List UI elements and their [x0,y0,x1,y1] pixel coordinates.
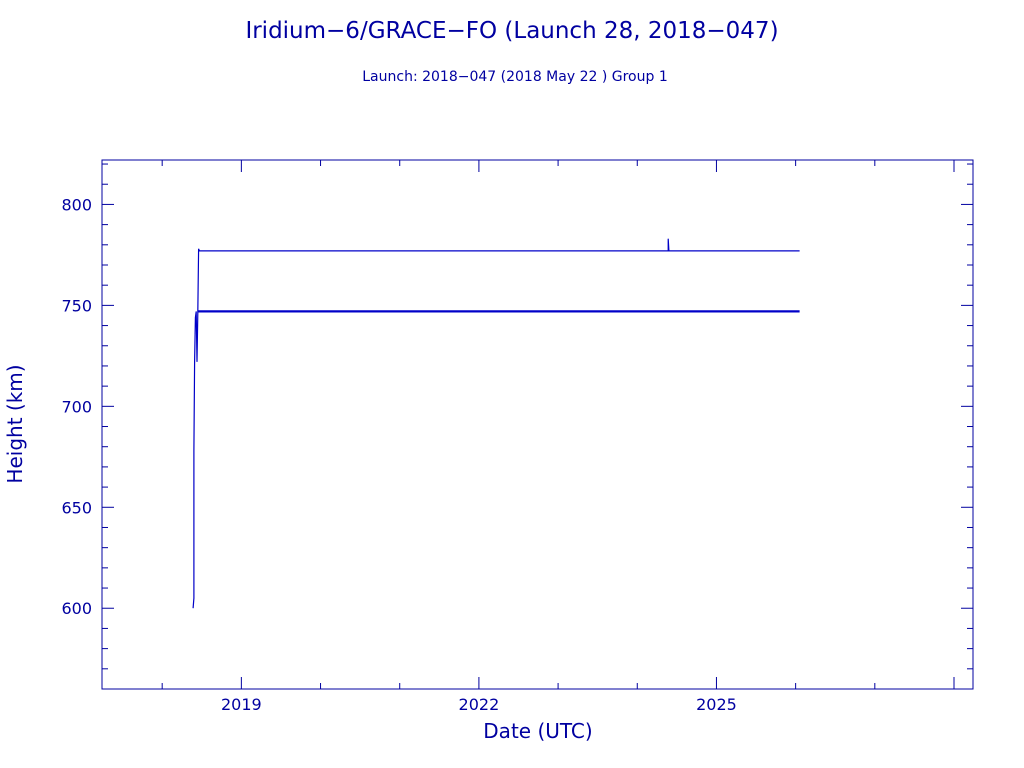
y-tick-label: 700 [61,397,92,416]
axis-tick-labels: 600 650 700 750 800 2019 2022 2025 [61,195,736,714]
y-tick-label: 600 [61,599,92,618]
y-tick-label: 650 [61,498,92,517]
axis-ticks [102,160,973,689]
y-tick-label: 750 [61,296,92,315]
y-axis-label: Height (km) [3,364,27,483]
data-series [192,238,800,609]
chart-subtitle: Launch: 2018−047 (2018 May 22 ) Group 1 [362,69,667,85]
x-tick-label: 2022 [459,695,500,714]
x-tick-label: 2025 [696,695,737,714]
x-axis-label: Date (UTC) [483,719,592,743]
series-line-1 [192,238,800,609]
plot-frame [101,159,974,690]
x-tick-label: 2019 [221,695,262,714]
chart-title: Iridium−6/GRACE−FO (Launch 28, 2018−047) [245,18,778,44]
y-tick-label: 800 [61,195,92,214]
